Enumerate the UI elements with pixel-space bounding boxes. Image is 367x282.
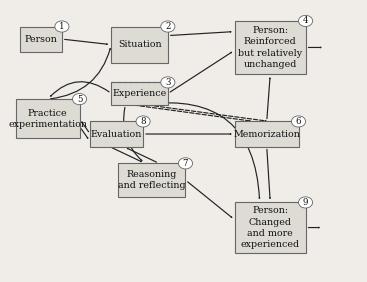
FancyArrowPatch shape — [145, 103, 260, 198]
Text: 9: 9 — [303, 198, 308, 207]
Circle shape — [298, 15, 313, 27]
Bar — [19, 27, 62, 52]
Circle shape — [73, 94, 87, 105]
FancyArrowPatch shape — [267, 149, 270, 198]
Text: 7: 7 — [183, 159, 188, 168]
Bar — [111, 27, 168, 63]
Text: Situation: Situation — [118, 40, 161, 49]
FancyArrowPatch shape — [308, 227, 319, 228]
Text: 6: 6 — [296, 117, 301, 126]
Text: Experience: Experience — [112, 89, 167, 98]
Bar — [235, 21, 306, 74]
Text: 4: 4 — [303, 16, 308, 25]
FancyArrowPatch shape — [308, 47, 321, 48]
Bar — [235, 122, 298, 147]
FancyArrowPatch shape — [51, 49, 110, 99]
Text: Reasoning
and reflecting: Reasoning and reflecting — [118, 170, 186, 190]
Text: 8: 8 — [140, 117, 146, 126]
Circle shape — [136, 116, 150, 127]
Text: Memorization: Memorization — [233, 129, 300, 138]
FancyArrowPatch shape — [65, 39, 107, 45]
Bar — [235, 202, 306, 253]
Text: Person: Person — [24, 35, 57, 44]
Circle shape — [298, 197, 313, 208]
Text: Practice
experimentation: Practice experimentation — [8, 109, 87, 129]
Text: Person:
Reinforced
but relatively
unchanged: Person: Reinforced but relatively unchan… — [238, 26, 302, 69]
FancyArrowPatch shape — [170, 52, 232, 92]
FancyArrowPatch shape — [127, 148, 156, 162]
Bar — [119, 163, 185, 197]
FancyArrowPatch shape — [134, 105, 250, 121]
Circle shape — [55, 21, 69, 32]
Text: 2: 2 — [165, 22, 171, 31]
Text: Person:
Changed
and more
experienced: Person: Changed and more experienced — [241, 206, 300, 249]
FancyArrowPatch shape — [82, 122, 88, 132]
FancyArrowPatch shape — [51, 82, 109, 96]
Text: 3: 3 — [165, 78, 171, 87]
Bar — [111, 82, 168, 105]
Circle shape — [291, 116, 306, 127]
FancyArrowPatch shape — [81, 129, 88, 138]
Text: 1: 1 — [59, 22, 65, 31]
Text: 5: 5 — [77, 95, 82, 103]
Circle shape — [161, 21, 175, 32]
Bar — [16, 99, 80, 138]
FancyArrowPatch shape — [112, 148, 141, 162]
FancyArrowPatch shape — [171, 32, 231, 36]
Bar — [90, 122, 143, 147]
FancyArrowPatch shape — [188, 182, 232, 217]
Circle shape — [161, 77, 175, 88]
FancyArrowPatch shape — [124, 107, 142, 160]
FancyArrowPatch shape — [267, 78, 270, 119]
Text: Evaluation: Evaluation — [91, 129, 142, 138]
Circle shape — [178, 158, 193, 169]
FancyArrowPatch shape — [148, 105, 266, 121]
